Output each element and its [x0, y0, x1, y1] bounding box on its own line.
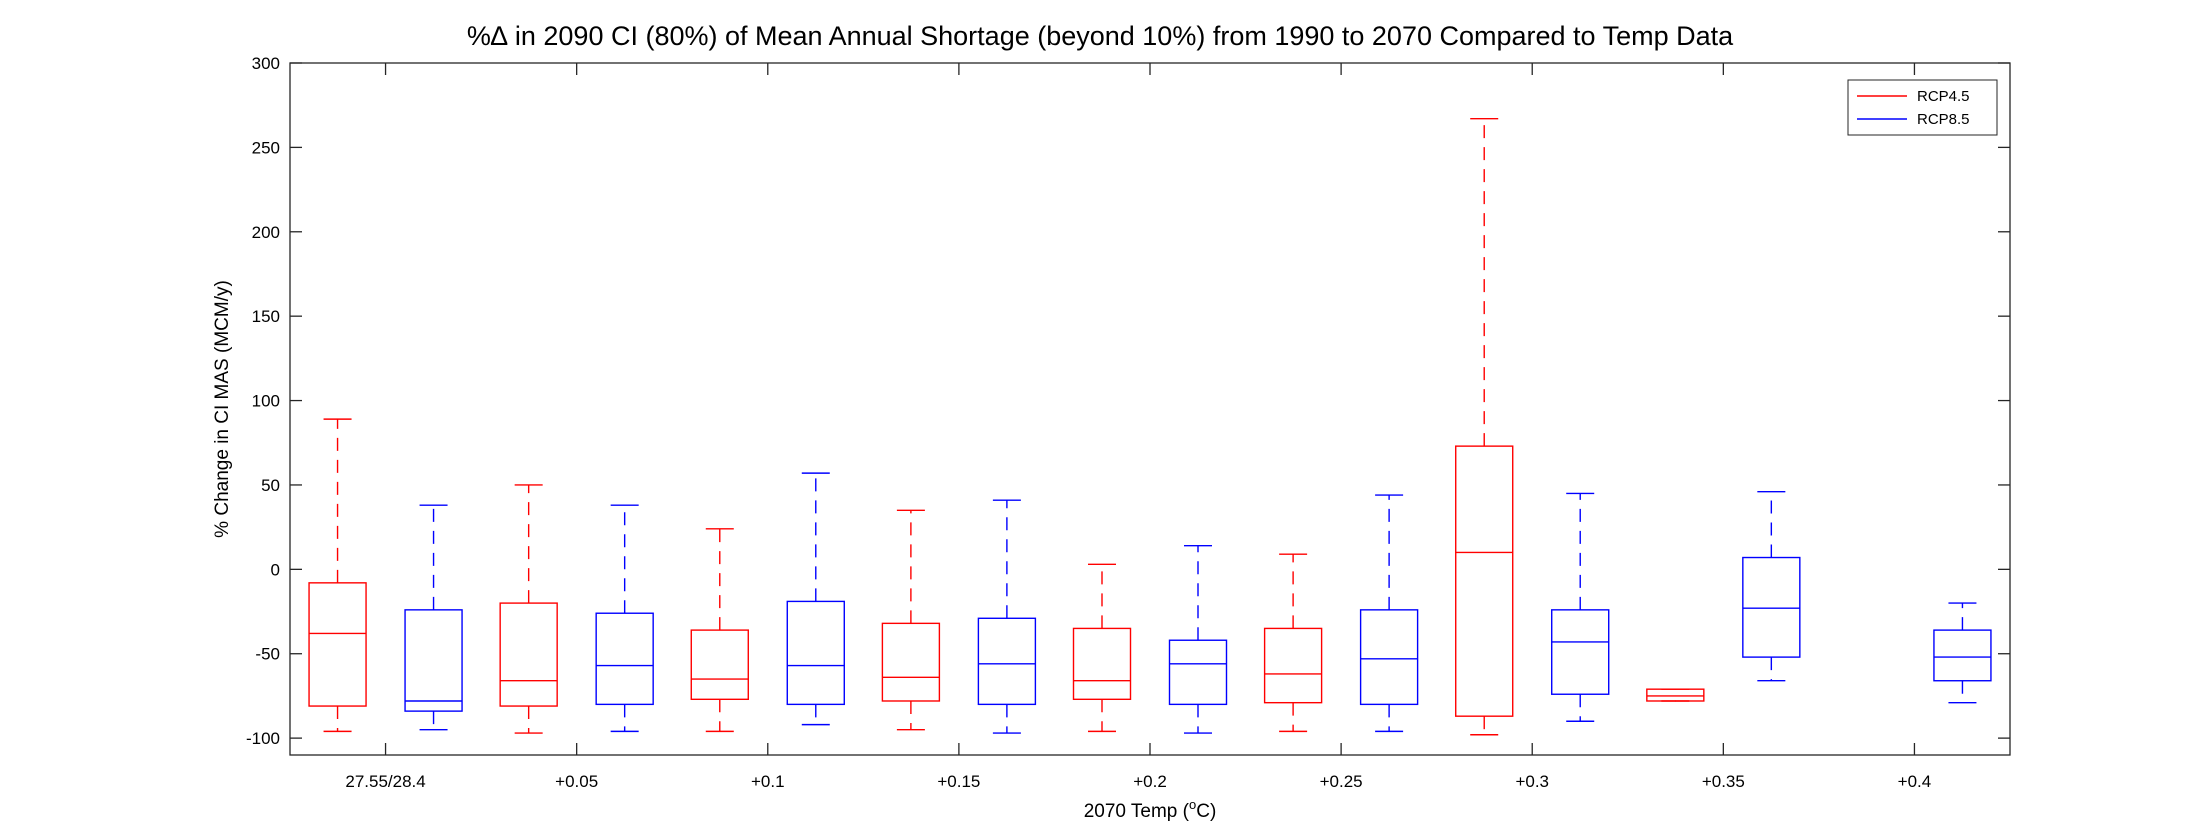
iqr-box — [404, 609, 463, 712]
box-rcp85 — [595, 504, 654, 733]
box-rcp45 — [690, 528, 749, 733]
x-tick-label: +0.25 — [1320, 772, 1363, 791]
box-rcp45 — [1646, 688, 1705, 702]
x-tick-label: +0.2 — [1133, 772, 1167, 791]
iqr-box — [1646, 688, 1705, 702]
iqr-box — [595, 612, 654, 706]
y-tick-label: -50 — [255, 645, 280, 664]
x-tick-label: +0.3 — [1515, 772, 1549, 791]
iqr-box — [977, 617, 1037, 706]
box-rcp45 — [1455, 117, 1514, 736]
iqr-box — [690, 629, 749, 701]
box-rcp45 — [1072, 563, 1132, 733]
y-tick-label: 150 — [252, 307, 280, 326]
y-tick-label: 100 — [252, 392, 280, 411]
y-tick-label: -100 — [246, 729, 280, 748]
box-rcp85 — [404, 504, 463, 731]
y-tick-label: 200 — [252, 223, 280, 242]
x-tick-label: +0.05 — [555, 772, 598, 791]
series-rcp85 — [404, 472, 1992, 734]
y-axis: 300 250 200 150 100 50 0 -50 -100 — [246, 54, 2010, 748]
x-tick-label: +0.35 — [1702, 772, 1745, 791]
legend-box — [1847, 79, 1998, 136]
box-rcp85 — [1551, 492, 1610, 722]
iqr-box — [1551, 609, 1610, 695]
iqr-box — [1168, 639, 1228, 706]
legend: RCP4.5 RCP8.5 — [1847, 79, 1998, 136]
legend-label-rcp85: RCP8.5 — [1917, 111, 1970, 128]
iqr-box — [1742, 556, 1801, 658]
x-tick-label: +0.15 — [937, 772, 980, 791]
iqr-box — [881, 622, 941, 702]
x-tick-label: +0.4 — [1898, 772, 1932, 791]
iqr-box — [1359, 609, 1419, 706]
iqr-box — [1933, 629, 1992, 682]
box-plot-series — [308, 117, 1992, 736]
box-rcp85 — [977, 499, 1037, 734]
iqr-box — [308, 582, 367, 707]
series-rcp45 — [308, 117, 1705, 736]
x-axis: 27.55/28.4 +0.05 +0.1 +0.15 +0.2 +0.25 +0.3 +0.… — [345, 63, 1931, 791]
x-tick-label: +0.1 — [751, 772, 785, 791]
x-axis-label-main: 2070 Temp ( — [1084, 801, 1190, 822]
box-rcp85 — [1933, 602, 1992, 704]
y-tick-label: 300 — [252, 54, 280, 73]
iqr-box — [786, 600, 845, 706]
x-axis-label: 2070 Temp (oC) — [1084, 797, 1217, 822]
y-tick-label: 0 — [271, 560, 280, 579]
legend-label-rcp45: RCP4.5 — [1917, 88, 1970, 105]
x-axis-label-superscript: o — [1189, 797, 1196, 812]
iqr-box — [1072, 627, 1132, 701]
box-rcp45 — [1263, 553, 1323, 733]
iqr-box — [1263, 627, 1323, 704]
box-rcp45 — [308, 418, 367, 733]
y-axis-label: % Change in CI MAS (MCM/y) — [212, 280, 233, 538]
iqr-box — [1455, 445, 1514, 717]
box-rcp85 — [1168, 545, 1228, 734]
iqr-box — [499, 602, 558, 707]
box-rcp45 — [881, 509, 941, 731]
plot-area-frame — [289, 62, 2011, 756]
box-rcp85 — [1359, 494, 1419, 733]
box-rcp85 — [786, 472, 845, 726]
y-tick-label: 250 — [252, 138, 280, 157]
x-tick-label: 27.55/28.4 — [345, 772, 425, 791]
chart-title: %∆ in 2090 CI (80%) of Mean Annual Short… — [467, 21, 1734, 51]
box-rcp45 — [499, 484, 558, 734]
x-axis-label-unit: C) — [1196, 801, 1216, 822]
y-tick-label: 50 — [261, 476, 280, 495]
box-rcp85 — [1742, 491, 1801, 682]
